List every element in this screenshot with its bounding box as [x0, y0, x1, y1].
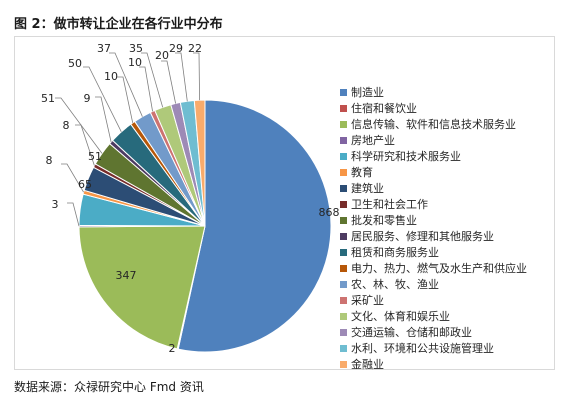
chart-title: 图 2：做市转让企业在各行业中分布: [14, 17, 223, 32]
data-label: 50: [68, 57, 82, 70]
legend-swatch: [340, 297, 347, 304]
legend-label: 电力、热力、燃气及水生产和供应业: [351, 261, 527, 275]
legend-swatch: [340, 281, 347, 288]
legend-label: 制造业: [351, 85, 384, 99]
leader-line: [139, 66, 153, 112]
leader-line: [117, 76, 134, 123]
legend-label: 租赁和商务服务业: [351, 245, 439, 259]
legend-swatch: [340, 329, 347, 336]
data-label: 347: [116, 269, 137, 282]
leader-line: [83, 66, 122, 132]
legend-label: 建筑业: [351, 181, 384, 195]
legend-label: 卫生和社会工作: [351, 197, 428, 211]
data-label: 20: [155, 49, 169, 62]
data-label: 29: [169, 42, 183, 55]
legend-label: 住宿和餐饮业: [351, 101, 417, 115]
data-label: 35: [129, 42, 143, 55]
legend: 制造业住宿和餐饮业信息传输、软件和信息技术服务业房地产业科学研究和技术服务业教育…: [340, 85, 527, 371]
legend-label: 采矿业: [351, 294, 384, 307]
leader-line: [109, 52, 143, 117]
data-label: 22: [188, 42, 202, 55]
data-label: 9: [84, 92, 91, 105]
pie-slice: [193, 99, 206, 227]
leader-line: [141, 52, 164, 108]
legend-label: 水利、环境和公共设施管理业: [351, 341, 494, 355]
chart-area: 868 2 347 3 65 8 51 8 51 9 50 10 37 10 35 20 29 22 制造业 住宿和…: [14, 36, 555, 371]
legend-label: 居民服务、修理和其他服务业: [351, 229, 494, 243]
leader-lines: [55, 52, 200, 227]
legend-swatch: [340, 169, 347, 176]
legend-label: 文化、体育和娱乐业: [351, 309, 450, 323]
data-label: 51: [41, 92, 55, 105]
legend-swatch: [340, 249, 347, 256]
legend-swatch: [340, 201, 347, 208]
leader-line: [95, 96, 112, 143]
leader-line: [193, 52, 200, 101]
legend-label: 农、林、牧、渔业: [351, 277, 439, 291]
legend-swatch: [340, 153, 347, 160]
legend-swatch: [340, 233, 347, 240]
legend-swatch: [340, 105, 347, 112]
legend-swatch: [340, 89, 347, 96]
legend-swatch: [340, 313, 347, 320]
legend-swatch: [340, 361, 347, 368]
legend-swatch: [340, 217, 347, 224]
leader-line: [61, 163, 84, 193]
legend-label: 批发和零售业: [351, 213, 417, 227]
legend-swatch: [340, 185, 347, 192]
legend-swatch: [340, 121, 347, 128]
data-label: 51: [88, 150, 102, 163]
leader-line: [55, 97, 103, 154]
pie-slice: [78, 225, 206, 350]
leader-line: [161, 60, 176, 104]
data-label: 2: [169, 342, 176, 355]
leader-line: [67, 202, 80, 227]
legend-swatch: [340, 265, 347, 272]
data-label: 65: [78, 178, 92, 191]
legend-label: 信息传输、软件和信息技术服务业: [351, 117, 516, 131]
data-label: 3: [52, 198, 59, 211]
pie-slice: [177, 99, 332, 353]
data-label: 8: [46, 154, 53, 167]
leader-line: [175, 52, 188, 102]
legend-label: 科学研究和技术服务业: [351, 149, 461, 163]
legend-label: 金融业: [351, 357, 384, 371]
pie-slices: [78, 99, 332, 353]
data-label: 868: [319, 206, 340, 219]
legend-label: 交通运输、仓储和邮政业: [351, 325, 472, 339]
source-note: 数据来源：众禄研究中心 Fmd 资讯: [14, 380, 204, 394]
legend-swatch: [340, 345, 347, 352]
data-label: 8: [63, 119, 70, 132]
data-label: 10: [128, 56, 142, 69]
legend-label: 教育: [351, 165, 373, 179]
data-label: 37: [97, 42, 111, 55]
legend-swatch: [340, 137, 347, 144]
data-label: 10: [104, 70, 118, 83]
legend-label: 房地产业: [351, 133, 395, 147]
